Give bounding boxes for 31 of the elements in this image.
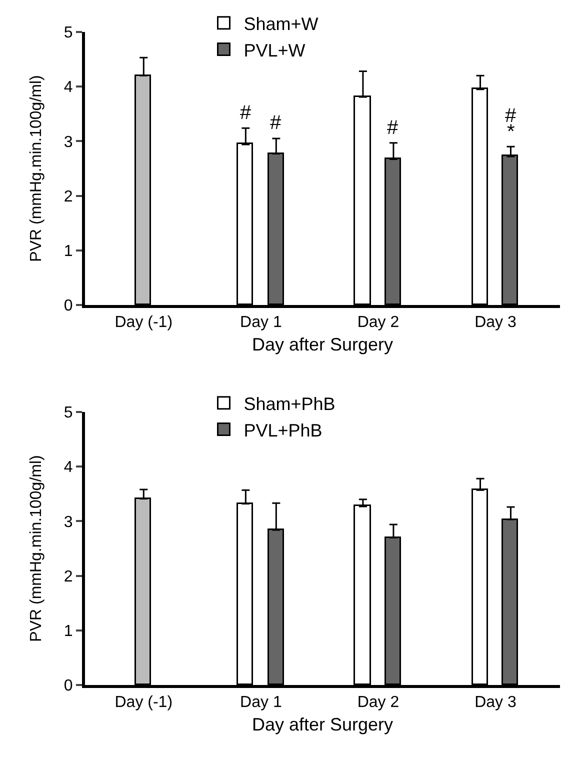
annotation: #	[387, 117, 399, 139]
y-axis-title: PVR (mmHg.min.100g/ml)	[28, 75, 45, 262]
y-tick-label: 0	[64, 298, 73, 315]
y-tick-label: 0	[64, 678, 73, 695]
y-tick-label: 1	[64, 623, 73, 640]
y-tick-label: 5	[64, 404, 73, 422]
legend-label: Sham+W	[244, 14, 318, 34]
annotation: #	[270, 112, 282, 134]
x-tick-label: Day 1	[240, 314, 282, 332]
annotation: #	[240, 102, 252, 124]
x-tick-label: Day 2	[357, 694, 400, 712]
x-axis-title: Day after Surgery	[252, 334, 394, 354]
y-tick-label: 3	[64, 514, 73, 531]
legend-label: Sham+PhB	[244, 394, 336, 414]
y-tick-label: 2	[64, 568, 73, 586]
y-tick-label: 4	[64, 79, 73, 96]
y-tick-label: 2	[64, 188, 73, 206]
x-tick-label: Day 3	[474, 314, 516, 332]
y-tick-label: 5	[64, 24, 73, 42]
x-tick-label: Day 2	[357, 314, 400, 332]
x-axis-title: Day after Surgery	[252, 714, 394, 734]
x-tick-label: Day (-1)	[114, 694, 173, 712]
legend-label: PVL+W	[244, 40, 306, 60]
y-tick-label: 4	[64, 459, 73, 476]
x-tick-label: Day 3	[474, 694, 516, 712]
x-tick-label: Day 1	[240, 694, 282, 712]
y-axis-title: PVR (mmHg.min.100g/ml)	[28, 455, 45, 642]
legend-label: PVL+PhB	[244, 420, 322, 440]
y-tick-label: 3	[64, 134, 73, 151]
x-tick-label: Day (-1)	[114, 314, 173, 332]
y-tick-label: 1	[64, 243, 73, 260]
